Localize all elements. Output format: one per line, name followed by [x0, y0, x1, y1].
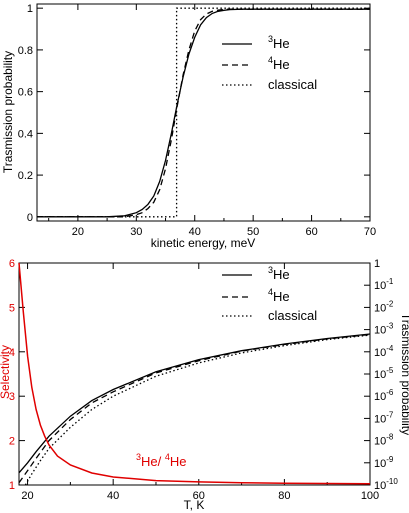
top-y-tick-label: 0.6 [18, 87, 33, 99]
bottom-right-y-tick-label: 10-1 [374, 277, 394, 292]
top-ticks: 20 30 40 50 60 70 0 0.2 0.4 0.6 0.8 1 [18, 3, 376, 238]
bottom-right-y-tick-base: 10 [374, 391, 386, 403]
bottom-series [18, 262, 371, 486]
bottom-right-y-tick-base: 10 [374, 369, 386, 381]
top-legend-entry-2-sup: 4 [268, 55, 273, 65]
bottom-right-y-tick-exp: -1 [386, 277, 394, 286]
bottom-legend-entry-3: classical [268, 308, 317, 323]
top-series [37, 7, 370, 218]
bottom-left-y-tick-label: 5 [9, 302, 15, 314]
bottom-right-y-tick-exp: -7 [386, 410, 394, 419]
bottom-left-y-tick-label: 4 [9, 347, 15, 359]
bottom-right-y-tick-base: 10 [374, 347, 386, 359]
top-legend-entry-1: 3He [268, 34, 290, 51]
top-legend: 3He 4He classical [222, 34, 317, 92]
bottom-x-tick-label: 80 [278, 490, 290, 502]
ratio-label-base2: He [170, 454, 187, 469]
bottom-right-y-tick-label: 10-3 [374, 322, 394, 337]
bottom-legend-entry-1: 3He [268, 265, 290, 282]
bottom-right-y-tick-base: 10 [374, 480, 386, 492]
top-series-solid [37, 8, 370, 218]
bottom-x-tick-label: 40 [107, 490, 119, 502]
top-x-axis-label: kinetic energy, meV [151, 236, 256, 250]
bottom-right-y-tick-base: 10 [374, 436, 386, 448]
bottom-legend-entry-2-base: He [273, 289, 290, 304]
ratio-label: 3He/ 4He [136, 452, 187, 469]
top-series-dotted [37, 7, 370, 218]
bottom-right-y-tick-label: 10-6 [374, 388, 394, 403]
bottom-right-y-tick-exp: -9 [386, 455, 394, 464]
top-y-axis-label: Trasmission probability [1, 51, 15, 173]
top-legend-entry-3: classical [268, 77, 317, 92]
bottom-right-y-tick-exp: -6 [386, 388, 394, 397]
bottom-right-y-tick-exp: -3 [386, 322, 394, 331]
bottom-legend-entry-1-base: He [273, 267, 290, 282]
bottom-series-dashed [18, 333, 371, 484]
bottom-series-dotted [24, 334, 371, 486]
bottom-right-y-tick-label: 10-10 [374, 477, 398, 492]
bottom-right-y-tick-label: 10-4 [374, 344, 394, 359]
ratio-label-base1: He/ [141, 454, 165, 469]
top-y-tick-label: 0.4 [18, 128, 33, 140]
bottom-left-y-tick-label: 3 [9, 391, 15, 403]
top-x-tick-label: 70 [364, 226, 376, 238]
ratio-label-sup1: 3 [136, 452, 141, 462]
top-legend-entry-1-sup: 3 [268, 34, 273, 44]
top-x-tick-label: 50 [247, 226, 259, 238]
bottom-right-y-tick-label: 10-5 [374, 366, 394, 381]
bottom-x-tick-label: 60 [193, 490, 205, 502]
bottom-x-tick-label: 100 [361, 490, 379, 502]
bottom-right-y-tick-label: 10-7 [374, 410, 394, 425]
bottom-left-y-axis-label: Selectivity [0, 345, 12, 399]
bottom-series-selectivity [18, 262, 371, 485]
bottom-right-y-tick-exp: -8 [386, 433, 394, 442]
bottom-right-y-tick-label: 1 [374, 258, 380, 270]
top-plot-frame [36, 3, 371, 222]
bottom-right-y-tick-base: 10 [374, 325, 386, 337]
bottom-legend: 3He 4He classical [222, 265, 317, 323]
bottom-right-y-tick-exp: -5 [386, 366, 394, 375]
top-y-tick-label: 0.8 [18, 45, 33, 57]
bottom-right-y-tick-base: 10 [374, 280, 386, 292]
top-y-tick-label: 0 [27, 212, 33, 224]
bottom-legend-entry-2: 4He [268, 287, 290, 304]
top-chart: 20 30 40 50 60 70 0 0.2 0.4 0.6 0.8 1 kinetic energ… [1, 3, 376, 250]
top-legend-entry-1-base: He [273, 36, 290, 51]
bottom-right-y-tick-exp: -10 [386, 477, 398, 486]
top-x-tick-label: 60 [305, 226, 317, 238]
bottom-right-y-tick-label: 10-8 [374, 433, 394, 448]
bottom-x-axis-label: T, K [184, 498, 205, 512]
bottom-x-tick-label: 20 [21, 490, 33, 502]
bottom-right-y-tick-label: 10-2 [374, 299, 394, 314]
bottom-right-y-tick-exp: -2 [386, 299, 394, 308]
bottom-right-y-tick-exp: -4 [386, 344, 394, 353]
bottom-right-y-tick-base: 10 [374, 413, 386, 425]
bottom-right-y-axis-label: Trasmission probability [399, 313, 409, 435]
bottom-right-y-tick-base: 10 [374, 302, 386, 314]
bottom-left-y-tick-label: 6 [9, 258, 15, 270]
bottom-legend-entry-2-sup: 4 [268, 287, 273, 297]
bottom-right-y-tick-base: 10 [374, 458, 386, 470]
bottom-plot-frame [18, 262, 371, 486]
top-legend-entry-2-base: He [273, 57, 290, 72]
bottom-right-y-tick-label: 10-9 [374, 455, 394, 470]
ratio-label-sup2: 4 [165, 452, 170, 462]
top-y-tick-label: 1 [27, 3, 33, 15]
bottom-left-y-tick-label: 2 [9, 436, 15, 448]
top-x-tick-label: 20 [72, 226, 84, 238]
top-series-dashed [37, 8, 370, 218]
top-x-tick-label: 40 [189, 226, 201, 238]
bottom-right-y-tick-base: 1 [374, 258, 380, 270]
top-legend-entry-2: 4He [268, 55, 290, 72]
bottom-series-solid [18, 333, 371, 474]
top-y-tick-label: 0.2 [18, 170, 33, 182]
bottom-legend-entry-1-sup: 3 [268, 265, 273, 275]
bottom-left-y-tick-label: 1 [9, 480, 15, 492]
top-x-tick-label: 30 [130, 226, 142, 238]
